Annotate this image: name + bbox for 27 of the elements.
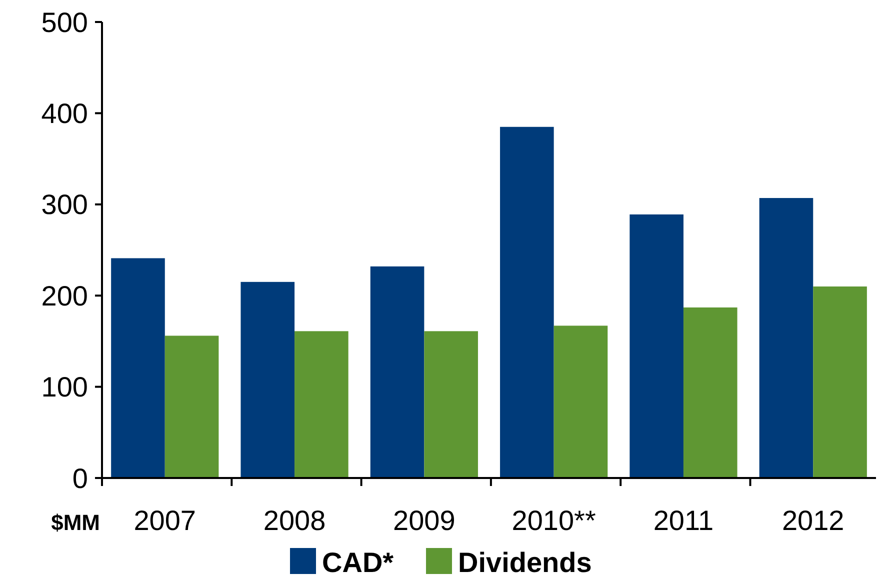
y-tick-label: 400	[41, 98, 88, 129]
legend-label: CAD*	[322, 547, 394, 578]
bar	[424, 331, 478, 478]
bar	[759, 198, 814, 478]
y-tick-label: 100	[41, 372, 88, 403]
bar	[370, 266, 424, 478]
bar	[554, 326, 608, 478]
bar	[630, 214, 684, 478]
bar	[500, 126, 554, 478]
bar	[164, 336, 219, 478]
x-tick-label: 2007	[134, 505, 196, 536]
x-tick-label: 2009	[393, 505, 456, 536]
y-tick-label: 200	[41, 280, 88, 312]
y-tick-label: 500	[41, 6, 88, 38]
y-tick-label: 300	[41, 189, 88, 220]
bar	[240, 282, 295, 478]
x-tick-label: 2010**	[512, 505, 596, 536]
bar	[813, 286, 867, 478]
bar	[294, 331, 348, 478]
x-tick-label: 2011	[653, 505, 714, 536]
legend-label: Dividends	[458, 547, 592, 578]
y-axis-title: $MM	[51, 510, 100, 535]
x-tick-label: 2008	[263, 505, 326, 536]
y-tick-label: 0	[72, 462, 88, 494]
x-tick-label: 2012	[782, 505, 844, 536]
bar	[683, 307, 738, 478]
bar	[111, 258, 165, 478]
